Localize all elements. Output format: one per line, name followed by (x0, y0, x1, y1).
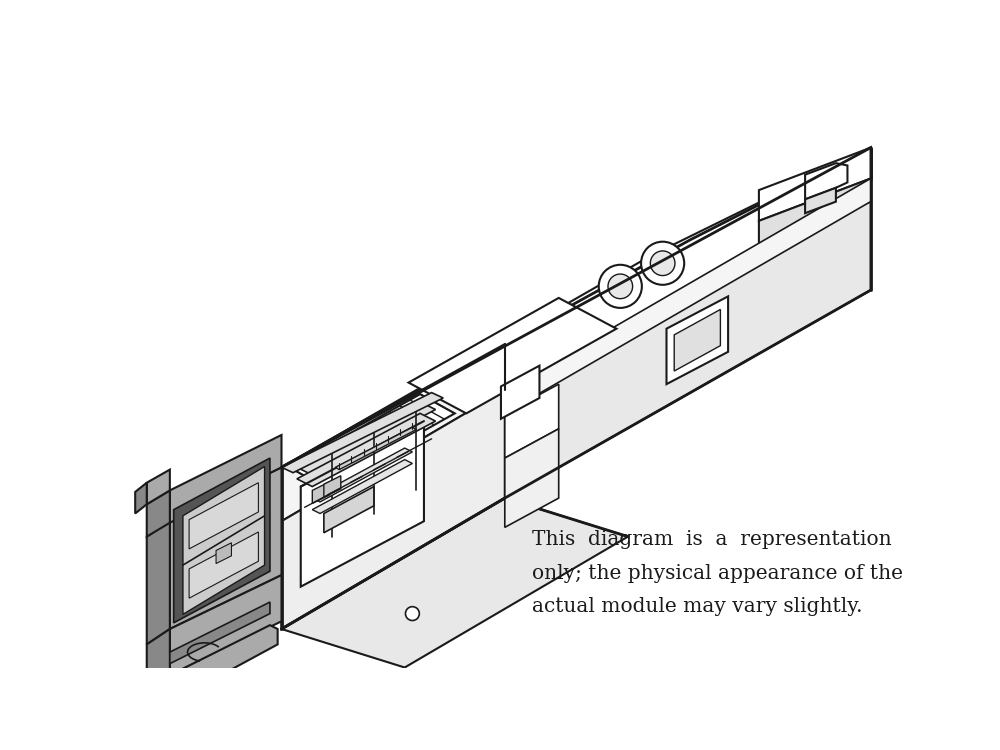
Circle shape (608, 274, 633, 298)
Polygon shape (301, 421, 424, 586)
Polygon shape (297, 402, 436, 475)
Polygon shape (358, 394, 455, 448)
Polygon shape (289, 429, 393, 487)
Text: This  diagram  is  a  representation: This diagram is a representation (532, 530, 891, 550)
Polygon shape (147, 521, 170, 644)
Polygon shape (312, 482, 329, 503)
Circle shape (599, 265, 642, 308)
Polygon shape (312, 460, 412, 514)
Polygon shape (282, 390, 505, 629)
Polygon shape (297, 413, 436, 487)
Polygon shape (147, 629, 170, 691)
Polygon shape (189, 532, 258, 598)
Circle shape (650, 251, 675, 275)
Polygon shape (282, 178, 871, 521)
Polygon shape (170, 575, 282, 675)
Polygon shape (216, 543, 231, 563)
Polygon shape (324, 476, 341, 497)
Text: only; the physical appearance of the: only; the physical appearance of the (532, 563, 903, 583)
Polygon shape (282, 498, 628, 668)
Polygon shape (674, 310, 720, 371)
Polygon shape (170, 602, 270, 664)
Circle shape (405, 607, 419, 620)
Polygon shape (805, 164, 847, 200)
Polygon shape (183, 466, 265, 614)
Polygon shape (282, 148, 871, 521)
Polygon shape (324, 487, 374, 532)
Polygon shape (282, 390, 505, 629)
Polygon shape (505, 178, 871, 498)
Polygon shape (505, 384, 559, 458)
Polygon shape (805, 188, 836, 213)
Polygon shape (666, 296, 728, 384)
Polygon shape (170, 435, 282, 523)
Polygon shape (135, 483, 147, 514)
Polygon shape (501, 366, 539, 419)
Polygon shape (505, 178, 871, 413)
Polygon shape (170, 467, 282, 629)
Polygon shape (174, 458, 270, 622)
Circle shape (641, 242, 684, 285)
Polygon shape (312, 448, 412, 502)
Polygon shape (147, 490, 170, 536)
Polygon shape (147, 470, 170, 504)
Polygon shape (505, 429, 559, 527)
Text: actual module may vary slightly.: actual module may vary slightly. (532, 597, 862, 616)
Polygon shape (282, 344, 505, 521)
Polygon shape (189, 483, 258, 549)
Polygon shape (282, 392, 443, 472)
Polygon shape (335, 427, 416, 470)
Polygon shape (759, 178, 871, 244)
Polygon shape (409, 298, 616, 413)
Polygon shape (170, 626, 278, 694)
Polygon shape (759, 148, 871, 221)
